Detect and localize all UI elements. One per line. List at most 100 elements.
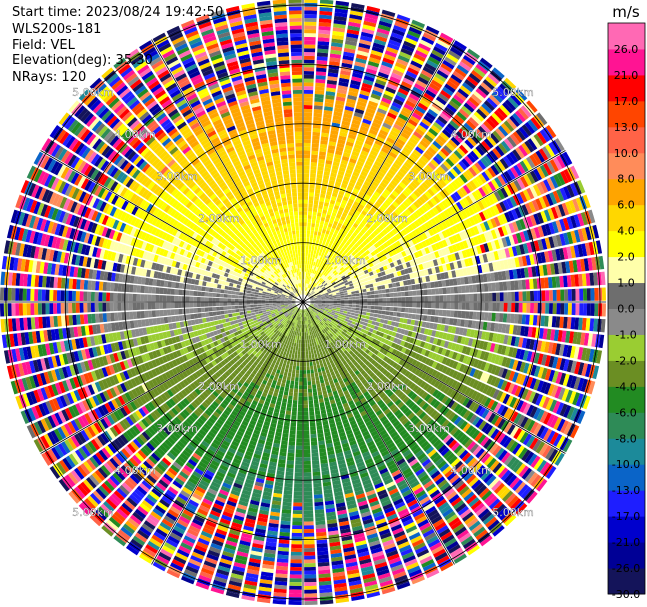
- range-gate: [389, 76, 401, 84]
- range-gate: [289, 581, 302, 587]
- range-gate: [502, 281, 508, 291]
- range-gate: [346, 278, 352, 282]
- range-gate: [521, 124, 533, 137]
- range-gate: [310, 433, 317, 439]
- range-gate: [304, 551, 316, 556]
- range-gate: [326, 190, 332, 196]
- range-gate: [442, 295, 447, 302]
- range-gate: [359, 213, 365, 220]
- range-gate: [389, 237, 395, 244]
- range-gate: [379, 244, 386, 251]
- range-gate: [404, 313, 409, 319]
- range-gate: [400, 131, 410, 140]
- range-gate: [345, 36, 358, 43]
- range-gate: [309, 184, 315, 189]
- range-gate: [295, 460, 303, 465]
- range-gate: [330, 172, 337, 178]
- range-gate: [422, 167, 431, 176]
- range-gate: [526, 100, 538, 113]
- range-gate: [346, 98, 357, 105]
- range-gate: [319, 14, 332, 20]
- range-gate: [335, 0, 350, 7]
- range-gate: [316, 52, 329, 58]
- range-gate: [421, 193, 430, 202]
- range-gate: [319, 224, 324, 229]
- range-gate: [310, 441, 318, 446]
- range-gate: [317, 41, 330, 46]
- range-gate: [430, 143, 440, 153]
- range-gate: [367, 305, 372, 309]
- range-gate: [446, 302, 451, 310]
- range-gate: [298, 389, 303, 393]
- range-gate: [323, 258, 328, 263]
- range-gate: [293, 494, 303, 499]
- range-gate: [364, 231, 370, 238]
- range-gate: [290, 566, 302, 571]
- range-gate: [303, 438, 310, 443]
- range-gate: [497, 125, 509, 137]
- range-gate: [415, 161, 425, 170]
- range-gate: [477, 126, 489, 137]
- range-gate: [323, 113, 332, 119]
- range-gate: [336, 303, 341, 306]
- range-gate: [374, 309, 379, 314]
- range-gate: [427, 295, 432, 302]
- range-gate: [313, 349, 317, 354]
- range-gate: [484, 183, 493, 194]
- range-gate: [315, 275, 319, 279]
- range-gate: [306, 354, 309, 359]
- range-gate: [334, 153, 342, 160]
- range-gate: [303, 169, 310, 174]
- range-gate: [510, 181, 519, 193]
- range-gate: [332, 27, 346, 33]
- range-gate: [378, 294, 383, 298]
- range-gate: [335, 96, 346, 102]
- range-gate: [368, 57, 381, 64]
- range-gate: [303, 370, 307, 374]
- range-gate: [397, 195, 405, 203]
- range-gate: [430, 217, 438, 226]
- range-gate: [311, 452, 319, 458]
- range-gate: [426, 315, 432, 322]
- range-gate: [310, 426, 316, 431]
- range-gate: [442, 160, 452, 170]
- range-gate: [411, 284, 416, 291]
- range-gate: [330, 45, 343, 52]
- range-gate: [355, 299, 360, 302]
- range-gate: [287, 372, 292, 377]
- range-gate: [288, 593, 302, 598]
- range-gate: [429, 209, 437, 217]
- range-gate: [364, 194, 371, 201]
- range-gate: [303, 192, 309, 197]
- range-gate: [386, 172, 394, 180]
- range-gate: [311, 277, 314, 282]
- range-gate: [349, 14, 363, 21]
- range-gate: [304, 14, 317, 19]
- range-gate: [316, 280, 320, 285]
- range-gate: [292, 365, 296, 370]
- range-gate: [556, 303, 561, 315]
- range-gate: [363, 216, 370, 223]
- range-gate: [371, 302, 375, 306]
- range-gate: [316, 247, 321, 252]
- range-gate: [461, 285, 466, 293]
- range-gate: [332, 270, 337, 274]
- range-gate: [397, 223, 404, 231]
- range-gate: [327, 144, 336, 150]
- range-gate: [394, 187, 402, 195]
- range-gate: [348, 181, 355, 188]
- range-gate: [354, 248, 360, 254]
- range-gate: [330, 227, 336, 233]
- range-gate: [410, 203, 418, 211]
- range-gate: [316, 286, 320, 290]
- range-gate: [409, 181, 418, 190]
- range-gate: [299, 362, 303, 367]
- range-gate: [458, 108, 470, 119]
- range-gate: [359, 254, 365, 260]
- range-gate: [313, 112, 322, 118]
- range-gate: [350, 240, 356, 246]
- range-gate: [344, 297, 349, 300]
- range-gate: [303, 245, 306, 250]
- range-gate: [432, 195, 441, 204]
- range-gate: [304, 540, 315, 545]
